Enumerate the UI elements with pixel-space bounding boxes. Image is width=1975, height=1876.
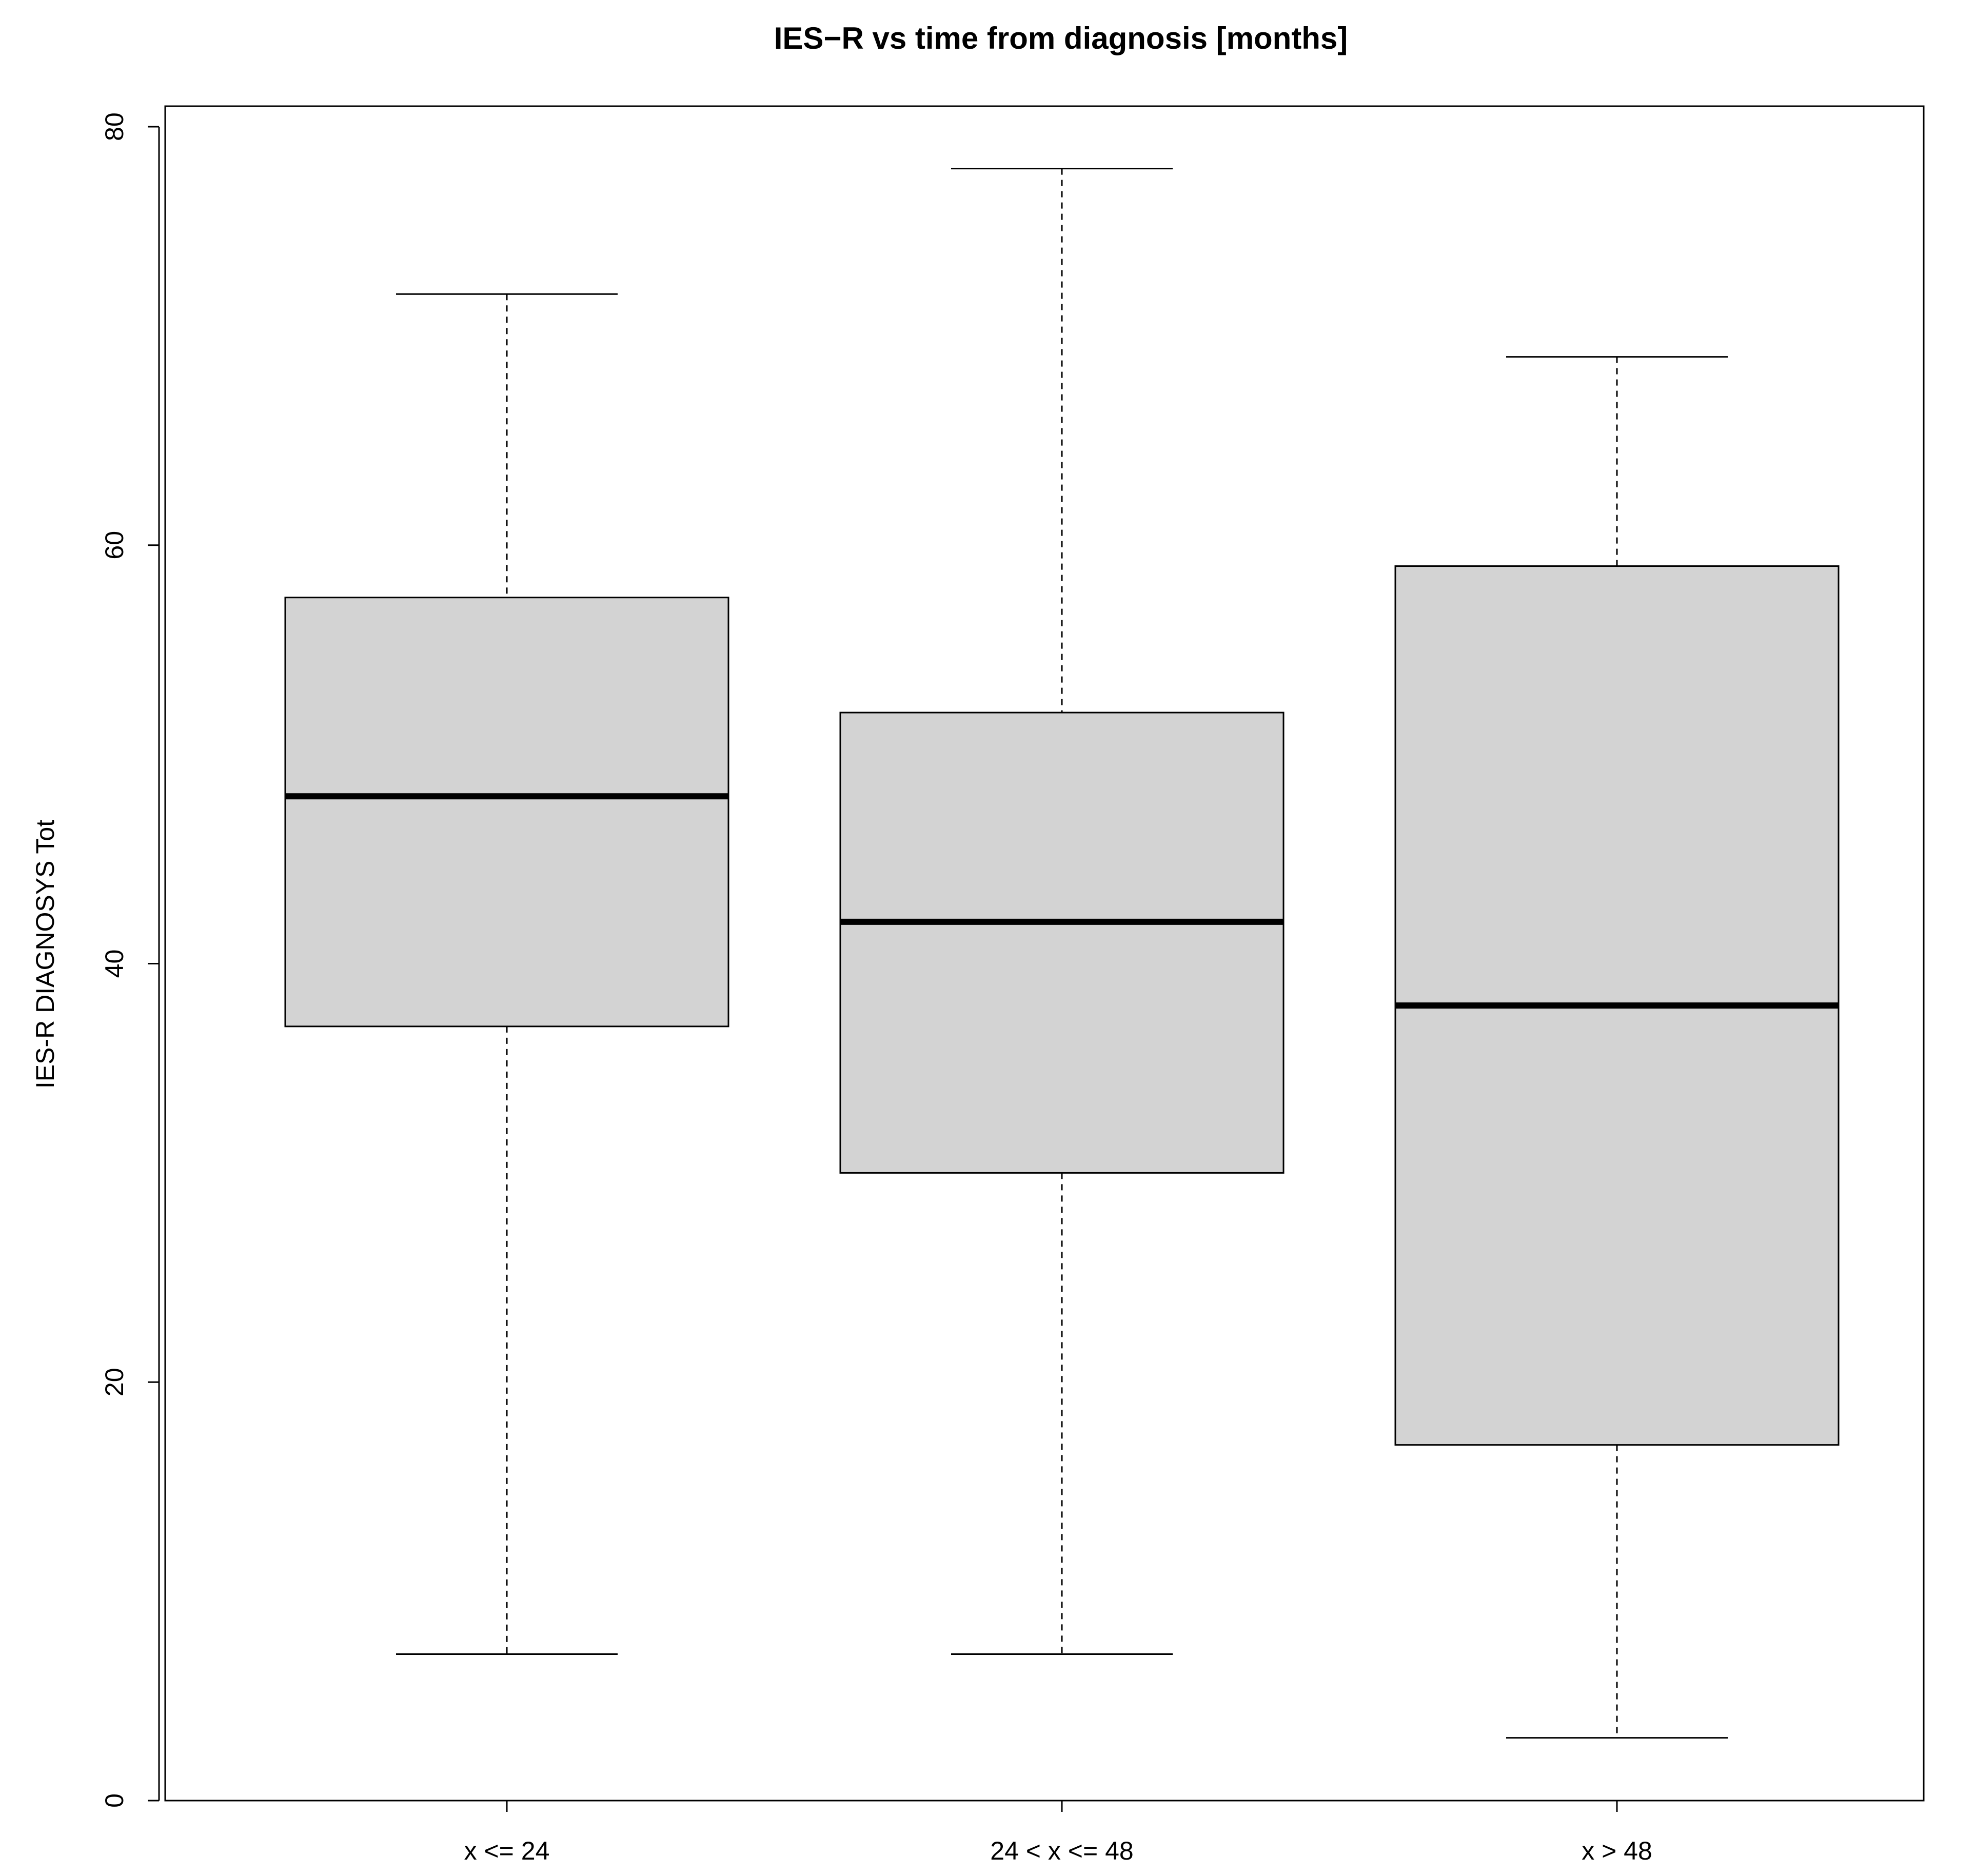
axes-layer: 0 20 40 60 80 x <= 24 24 < x <= 48 x > 48: [100, 112, 1652, 1865]
x-tick-label-1: x <= 24: [464, 1836, 550, 1865]
y-tick-label-60: 60: [100, 531, 129, 560]
box-group-3: [1394, 356, 1840, 1739]
y-tick-label-80: 80: [100, 112, 129, 141]
y-tick-label-40: 40: [100, 950, 129, 978]
boxes-layer: [284, 168, 1840, 1739]
y-axis-label: IES-R DIAGNOSYS Tot: [31, 820, 60, 1089]
box-group-2: [839, 168, 1285, 1655]
x-tick-label-3: x > 48: [1582, 1836, 1652, 1865]
box-1: [284, 597, 729, 1028]
y-tick-label-20: 20: [100, 1368, 129, 1396]
x-tick-label-2: 24 < x <= 48: [990, 1836, 1133, 1865]
y-tick-label-0: 0: [100, 1793, 129, 1808]
box-group-1: [284, 293, 729, 1655]
box-2: [839, 712, 1285, 1174]
chart-title: IES−R vs time from diagnosis [months]: [774, 21, 1348, 55]
